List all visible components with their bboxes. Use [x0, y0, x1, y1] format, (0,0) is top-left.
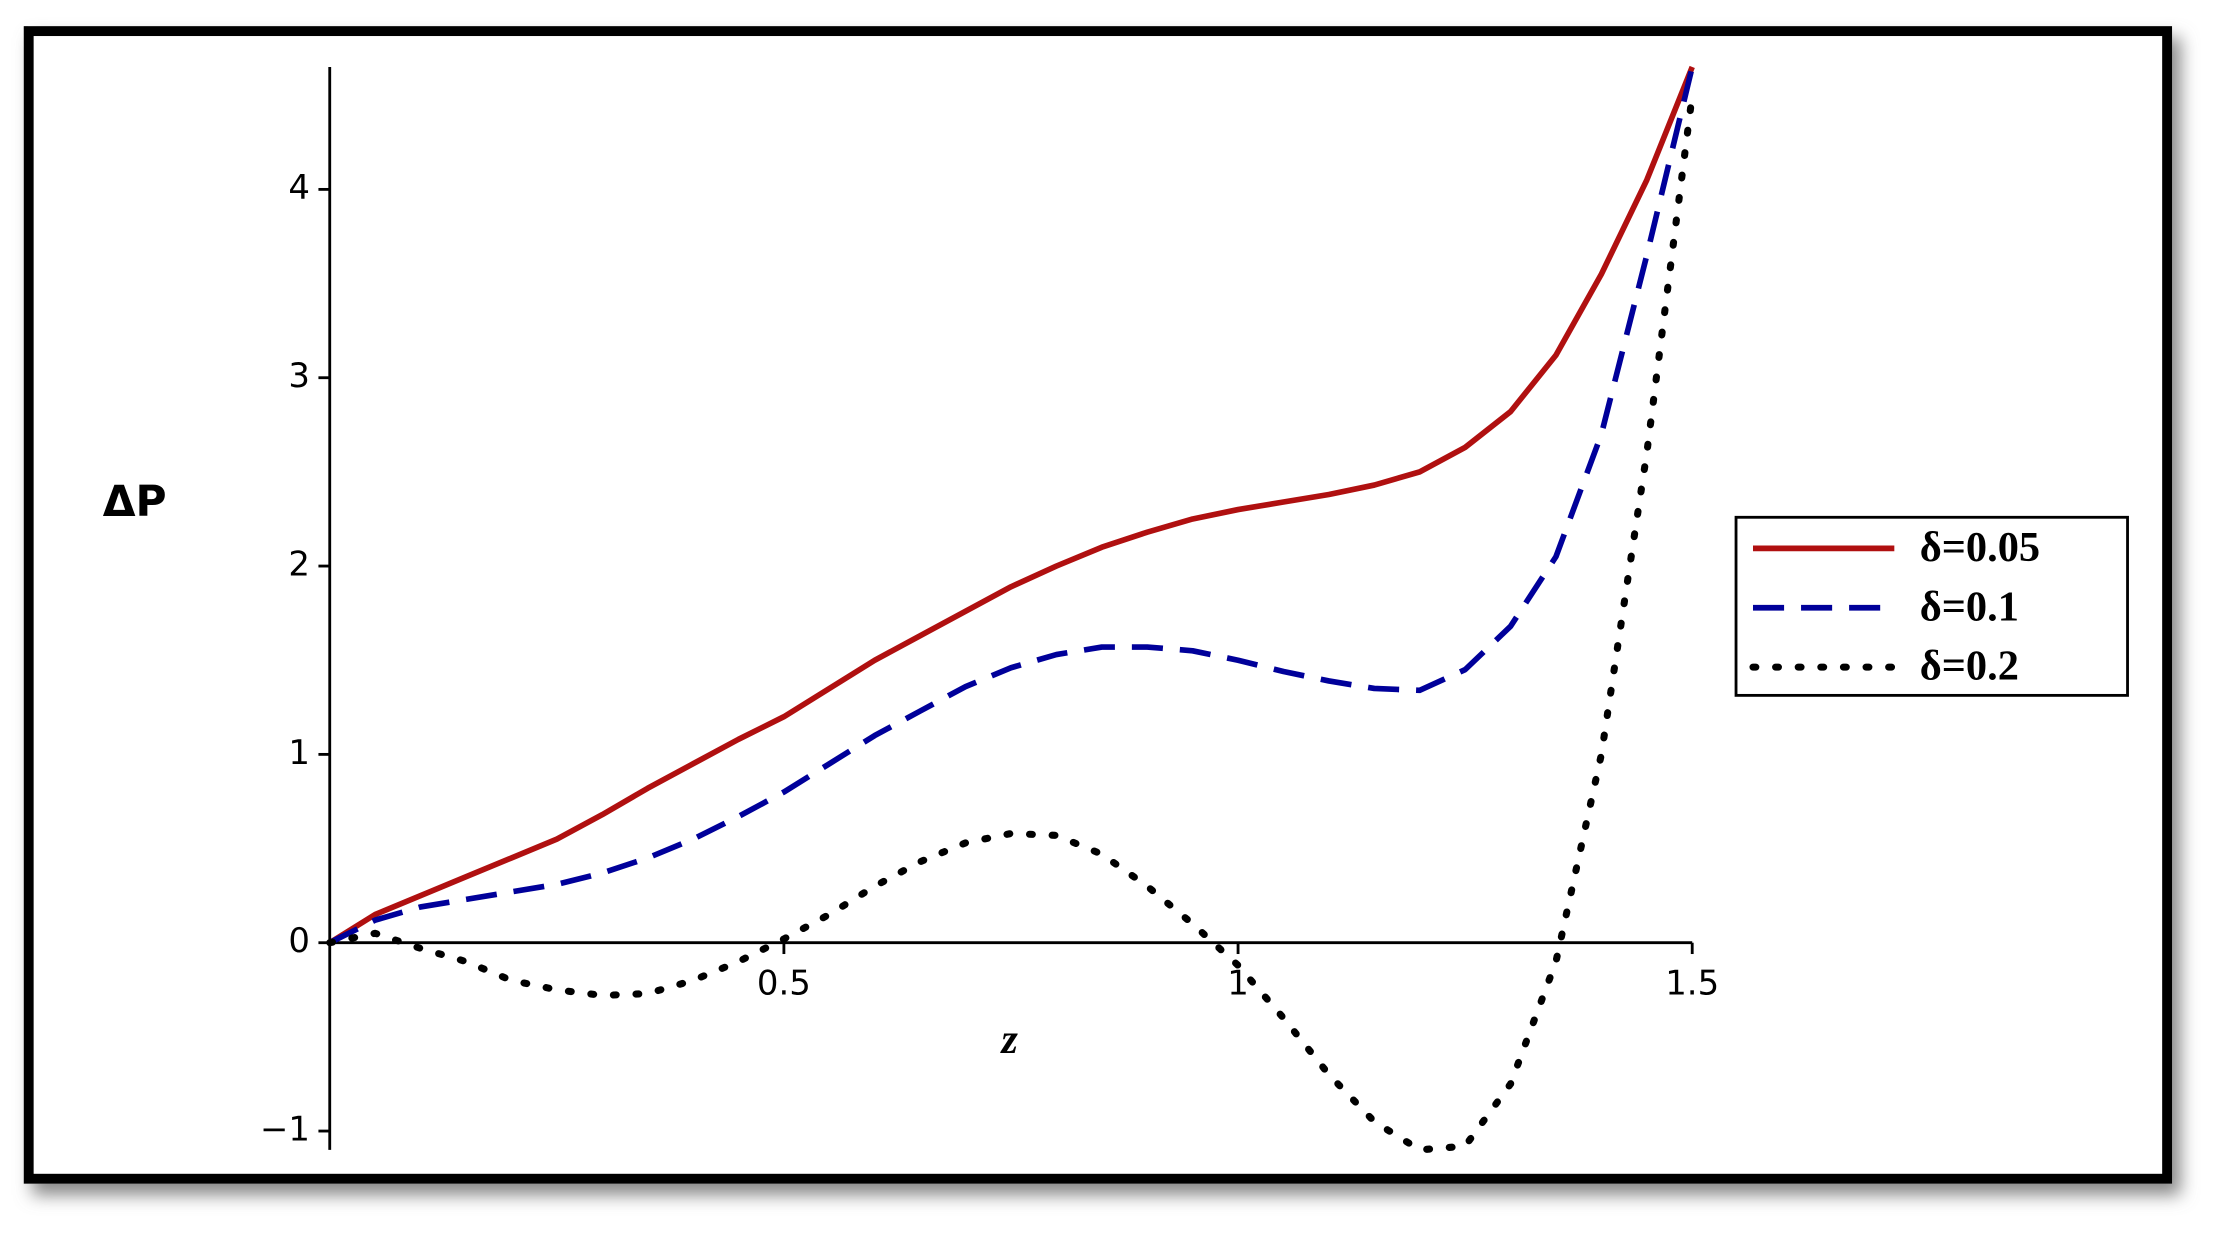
- series-line: [328, 66, 1695, 946]
- y-tick-label: 4: [288, 168, 310, 207]
- y-axis-label: ΔP: [103, 477, 167, 526]
- y-tick-label: −1: [260, 1110, 310, 1149]
- x-tick-label: 1: [1227, 964, 1249, 1003]
- y-tick-label: 2: [288, 545, 310, 584]
- x-tick-label: 1.5: [1665, 964, 1719, 1003]
- legend-label: δ=0.05: [1920, 524, 2040, 571]
- legend-label: δ=0.1: [1920, 583, 2019, 630]
- x-axis-label: z: [999, 1016, 1018, 1063]
- legend-label: δ=0.2: [1920, 643, 2019, 690]
- x-tick-label: 0.5: [757, 964, 811, 1003]
- y-tick-label: 1: [288, 733, 310, 772]
- series-line: [328, 65, 1695, 946]
- series-line: [326, 91, 1696, 1154]
- y-tick-label: 3: [288, 356, 310, 395]
- y-tick-label: 0: [288, 921, 310, 960]
